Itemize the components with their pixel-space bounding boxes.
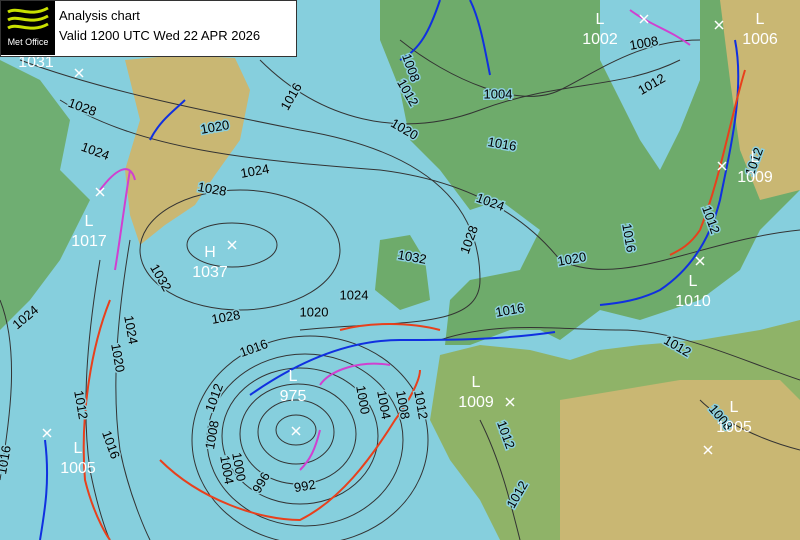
isobar-label: 1028 [210,307,241,327]
center-type: H [204,244,216,261]
isobar-label: 1004 [217,454,237,485]
fronts [39,0,746,540]
center-pressure: 1002 [582,31,618,48]
center-pressure: 1031 [18,54,54,71]
isobar [479,419,521,540]
isobar-label: 1020 [300,304,329,319]
warm-front [159,369,421,522]
center-pressure: 1005 [60,460,96,477]
isobar-label: 1004 [374,389,394,420]
warm-front [339,323,441,331]
britain [375,235,430,310]
isobar-label: 1024 [121,314,141,345]
logo-text: Met Office [8,37,49,47]
center-type: L [85,213,94,230]
isobar [186,222,278,268]
isobar [259,59,681,125]
center-type: L [756,11,765,28]
sahara [560,380,800,540]
isobar-label: 1016 [619,222,639,253]
center-type: L [289,368,298,385]
center-pressure: 975 [280,388,307,405]
isobar-label: 1028 [197,179,228,199]
center-type: L [730,399,739,416]
east-land [720,0,800,200]
pressure-centers: 1031 L 1002 L 1006 L 1017 H 1037 L 1009 L 1010 L 975 L 1… [18,11,778,477]
isobar-label: 1024 [239,161,270,181]
isobar-label: 1004 [484,86,513,101]
isobar-label: 1020 [199,117,230,137]
isobar [439,327,800,381]
isobar [115,239,151,540]
center-marks [42,14,727,455]
isobar-label: 1008 [202,419,222,450]
occluded-front [99,168,136,271]
center-pressure: 1009 [737,169,773,186]
canada [0,60,90,330]
center-pressure: 1009 [458,394,494,411]
occluded-front [299,362,391,471]
greenland [125,55,250,245]
isobar-label: 1000 [353,384,373,415]
isobar [0,299,13,481]
isobar-label: 1020 [108,342,128,373]
isobar-label: 1008 [628,33,659,53]
occluded-front [629,9,691,46]
isobar [275,414,317,446]
isobar [206,353,404,527]
center-type: L [689,273,698,290]
logo-mark [7,6,49,30]
isobar [699,399,800,451]
isobar [19,59,481,331]
isobar [239,383,357,485]
cold-front [149,99,186,141]
cold-front [399,0,491,76]
header-valid: Valid 1200 UTC Wed 22 APR 2026 [59,28,260,43]
cold-front [39,439,49,540]
center-type: L [596,11,605,28]
cold-front [599,39,740,306]
center-pressure: 1037 [192,264,228,281]
warm-front [669,69,746,256]
isobar-label: 1000 [229,451,249,482]
isobar-label: 992 [293,477,317,496]
warm-front [82,299,111,540]
isobars [0,39,800,540]
isobar [85,259,111,540]
cold-front [249,331,556,396]
center-pressure: 1017 [71,233,107,250]
isobar [59,99,800,270]
isobar-label: 1024 [340,287,369,302]
center-pressure: 1010 [675,293,711,310]
center-cross [42,14,727,455]
center-pressure: 1006 [742,31,778,48]
isobar [191,335,429,540]
center-type: L [74,440,83,457]
center-pressure: 1005 [716,419,752,436]
center-type: L [751,149,760,166]
isobar-label: 1008 [393,389,413,420]
isobar-label: 1016 [494,300,525,320]
isobar-label: 1032 [397,247,428,267]
center-type: L [472,374,481,391]
isobar [399,39,701,97]
isobar [257,399,335,465]
header-title: Analysis chart [59,8,140,23]
isobar-label: 1012 [71,389,91,420]
isobar-label: 1012 [411,389,431,420]
isobar-label: 1020 [556,249,587,269]
isobar [139,189,341,311]
baltic [600,0,700,170]
isobar [221,367,379,505]
isobar-label: 1016 [487,134,518,154]
